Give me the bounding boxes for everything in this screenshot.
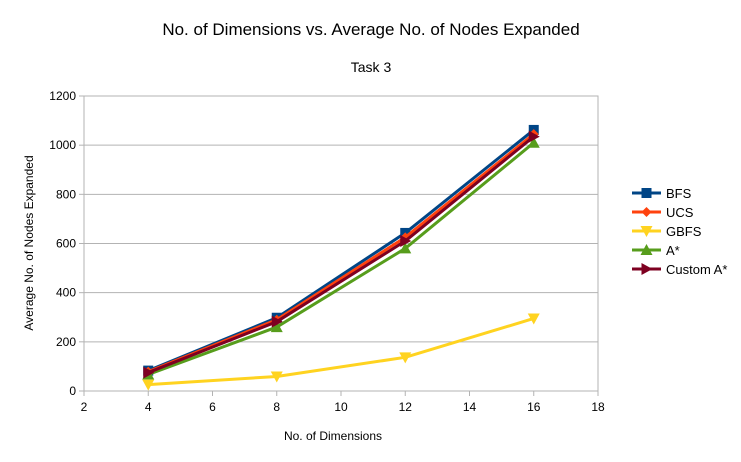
- data-point: [527, 136, 540, 148]
- data-point: [400, 235, 412, 248]
- legend-item: GBFS: [632, 224, 702, 239]
- legend-item: BFS: [632, 186, 692, 201]
- legend-marker: [641, 188, 652, 198]
- x-tick-label: 12: [399, 400, 413, 414]
- data-point: [270, 371, 283, 383]
- legend-marker: [640, 244, 653, 255]
- x-axis-label: No. of Dimensions: [284, 429, 382, 443]
- legend-marker: [641, 263, 653, 275]
- series-ucs: [143, 129, 539, 377]
- chart-title: No. of Dimensions vs. Average No. of Nod…: [162, 20, 579, 39]
- series-custom-a-: [143, 130, 540, 379]
- data-point: [142, 379, 155, 391]
- series-line: [147, 135, 535, 374]
- y-tick-label: 800: [56, 187, 76, 201]
- y-tick-label: 1200: [49, 89, 76, 103]
- y-axis-ticks: 0 200 400 600 800 1000 1200: [49, 89, 84, 398]
- legend-label: Custom A*: [666, 262, 727, 277]
- legend-item: UCS: [632, 205, 694, 220]
- x-tick-label: 8: [273, 400, 280, 414]
- y-tick-label: 200: [56, 335, 76, 349]
- data-point: [399, 242, 412, 254]
- y-axis-label: Average No. of Nodes Expanded: [22, 155, 36, 330]
- series-bfs: [143, 124, 539, 376]
- chart-subtitle: Task 3: [351, 59, 392, 75]
- series-line: [147, 141, 535, 376]
- legend-label: GBFS: [666, 224, 702, 239]
- x-tick-label: 14: [463, 400, 477, 414]
- x-tick-label: 4: [145, 400, 152, 414]
- legend: BFS UCS GBFS A* Custom A*: [632, 186, 727, 277]
- x-tick-label: 2: [81, 400, 88, 414]
- x-tick-label: 18: [591, 400, 605, 414]
- data-point: [270, 321, 283, 333]
- data-point: [143, 366, 155, 379]
- legend-marker: [641, 207, 652, 217]
- legend-label: UCS: [666, 205, 694, 220]
- legend-item: Custom A*: [632, 262, 727, 277]
- x-axis-ticks: 2 4 6 8 10 12 14 16 18: [81, 391, 605, 414]
- x-tick-label: 6: [209, 400, 216, 414]
- legend-label: BFS: [666, 186, 692, 201]
- series-group: [142, 124, 540, 391]
- data-point: [527, 313, 540, 325]
- y-tick-label: 400: [56, 286, 76, 300]
- data-point: [271, 315, 283, 328]
- x-tick-label: 16: [527, 400, 541, 414]
- series-line: [148, 317, 535, 387]
- legend-label: A*: [666, 243, 680, 258]
- y-tick-label: 1000: [49, 138, 76, 152]
- y-tick-label: 0: [69, 384, 76, 398]
- x-tick-label: 10: [334, 400, 348, 414]
- y-tick-label: 600: [56, 237, 76, 251]
- legend-marker: [640, 226, 653, 237]
- data-point: [528, 130, 540, 143]
- data-point: [399, 352, 412, 364]
- series-gbfs: [142, 313, 540, 391]
- legend-item: A*: [632, 243, 680, 258]
